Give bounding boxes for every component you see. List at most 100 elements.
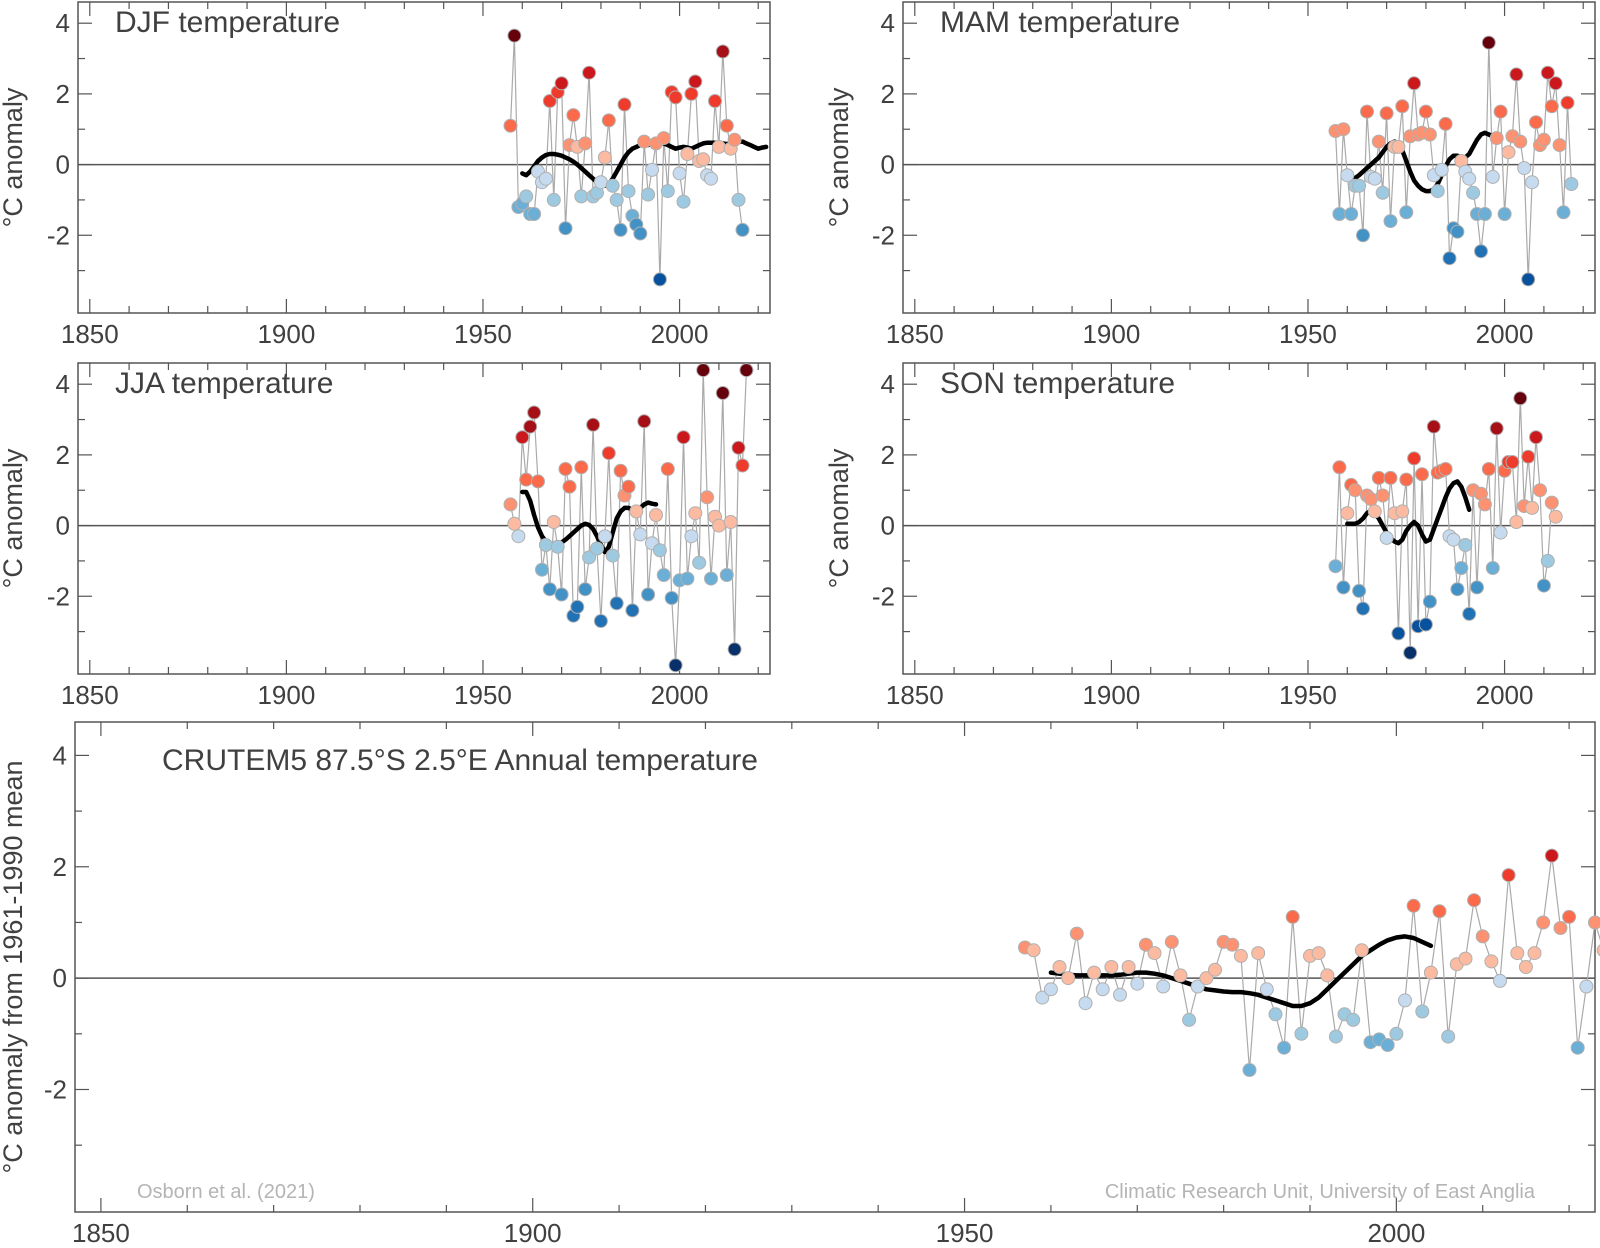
y-tick-label: 0 (56, 150, 70, 180)
credit-right-text: Climatic Research Unit, University of Ea… (1105, 1181, 1536, 1203)
data-point (1052, 960, 1067, 974)
data-point (1138, 937, 1153, 952)
data-point (708, 94, 722, 108)
data-point (652, 543, 667, 558)
data-point (1233, 948, 1248, 963)
plot-frame (902, 362, 1596, 675)
x-tick-label: 1950 (936, 1218, 994, 1248)
x-tick-label: 1850 (72, 1218, 130, 1248)
data-point (1164, 934, 1179, 949)
plot-frame (77, 362, 771, 675)
data-point (1432, 904, 1447, 919)
data-point (1501, 868, 1516, 883)
data-point (1356, 601, 1370, 616)
y-tick-label: 2 (881, 440, 895, 470)
data-point (1536, 132, 1551, 147)
panel-title: CRUTEM5 87.5°S 2.5°E Annual temperature (162, 744, 758, 777)
data-point (1147, 946, 1162, 961)
data-point (1596, 944, 1600, 957)
data-point (1087, 965, 1102, 980)
data-point (507, 28, 522, 43)
data-point (1182, 1012, 1197, 1027)
data-point (692, 555, 707, 570)
data-point (668, 658, 683, 673)
x-tick-label: 1850 (61, 680, 119, 710)
data-point (660, 184, 675, 199)
data-point (1332, 207, 1347, 221)
data-point (1442, 251, 1457, 266)
data-point (1352, 178, 1367, 193)
data-point (1078, 996, 1093, 1011)
data-point (1553, 921, 1568, 935)
y-axis-label: °C anomaly (0, 87, 28, 227)
data-point (1458, 538, 1473, 552)
data-point (1536, 915, 1551, 930)
data-point (1173, 968, 1188, 983)
panel-jja: -2 0 2 4 1850 1900 1950 2000 °C anomaly JJA tempe… (0, 362, 771, 710)
data-point (593, 175, 608, 190)
data-point (727, 642, 742, 657)
x-tick-label: 1900 (1082, 680, 1140, 710)
data-point (1407, 451, 1422, 466)
data-point (1462, 606, 1477, 621)
panel-title: MAM temperature (940, 6, 1180, 39)
y-tick-label: 2 (881, 79, 895, 109)
y-tick-label: 2 (53, 852, 67, 882)
y-tick-label: -2 (47, 581, 70, 611)
data-point (1277, 1040, 1292, 1055)
data-point (1570, 1040, 1585, 1055)
x-tick-label: 1900 (1082, 319, 1140, 349)
data-point (590, 541, 604, 556)
data-point (1485, 561, 1500, 575)
panel-djf: -2 0 2 4 1850 1900 1950 2000 °C anomaly DJF tempe… (0, 1, 771, 349)
data-point (558, 462, 573, 476)
data-point (649, 508, 663, 522)
data-point (605, 548, 620, 563)
x-tick-label: 2000 (1476, 680, 1534, 710)
y-tick-label: 0 (881, 511, 895, 541)
x-tick-label: 2000 (651, 680, 709, 710)
data-point (1556, 205, 1571, 220)
data-point (1348, 483, 1363, 498)
panel-title: JJA temperature (115, 367, 333, 400)
data-point (1035, 990, 1050, 1005)
data-point (1434, 162, 1449, 177)
data-point (1438, 116, 1453, 131)
data-point (1375, 488, 1390, 503)
data-point (1156, 979, 1171, 994)
data-point (1513, 134, 1528, 149)
data-point (668, 90, 683, 105)
data-point (1336, 580, 1351, 595)
data-point (562, 479, 577, 494)
data-point (535, 562, 549, 577)
data-point (715, 386, 730, 400)
panel-title: SON temperature (940, 367, 1175, 400)
data-point (1415, 467, 1429, 482)
x-tick-label: 1850 (886, 680, 944, 710)
data-point (1548, 509, 1563, 524)
data-point (1579, 979, 1594, 994)
data-point (1208, 962, 1222, 977)
y-tick-label: 2 (56, 440, 70, 470)
data-point (1367, 504, 1382, 519)
data-point (1399, 205, 1414, 220)
data-point (523, 419, 538, 434)
data-point (1294, 1026, 1309, 1041)
data-point (1268, 1007, 1283, 1022)
data-point (735, 222, 750, 237)
data-point (1285, 909, 1300, 924)
panel-mam: -2 0 2 4 1850 1900 1950 2000 °C anomaly MAM tempe… (824, 1, 1596, 349)
data-point (1548, 76, 1563, 91)
plot-frame (902, 1, 1596, 314)
data-point (696, 152, 711, 167)
data-point (1560, 95, 1575, 110)
data-point (542, 582, 557, 597)
data-point (503, 118, 518, 133)
x-tick-label: 1900 (257, 680, 315, 710)
data-point (601, 446, 616, 461)
data-point (684, 86, 699, 101)
data-point (597, 150, 612, 165)
smoothed-trend-line (1345, 479, 1472, 546)
data-point (1529, 115, 1543, 130)
data-point (527, 207, 542, 221)
